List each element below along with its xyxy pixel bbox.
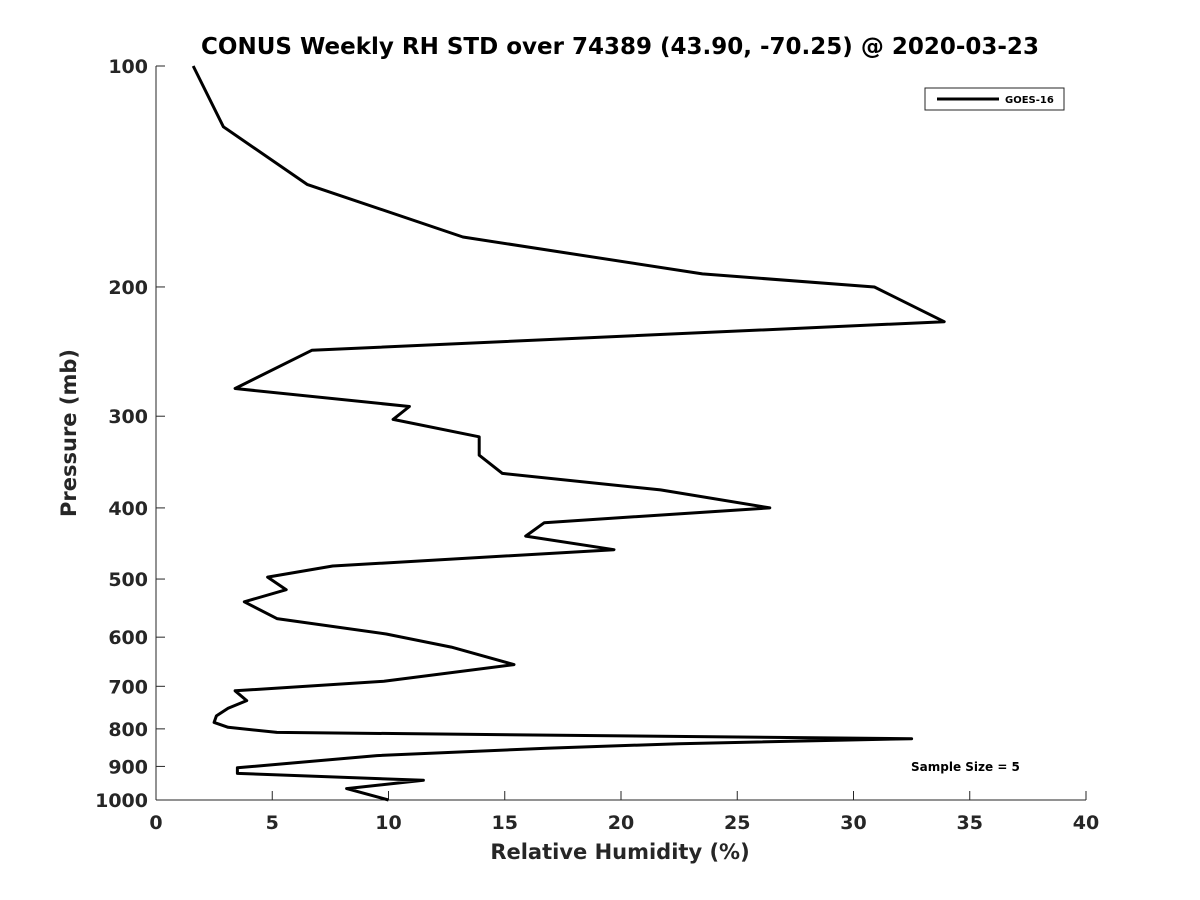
x-axis-label: Relative Humidity (%) bbox=[490, 840, 749, 864]
legend-entry-goes-16: GOES-16 bbox=[1005, 95, 1054, 106]
x-tick-label: 25 bbox=[724, 812, 750, 834]
y-tick-label: 100 bbox=[108, 56, 148, 78]
y-tick-label: 1000 bbox=[95, 790, 148, 812]
y-tick-label: 800 bbox=[108, 719, 148, 741]
y-tick-label: 400 bbox=[108, 498, 148, 520]
y-tick-label: 600 bbox=[108, 627, 148, 649]
x-tick-label: 0 bbox=[149, 812, 162, 834]
sample-size-annotation: Sample Size = 5 bbox=[911, 760, 1020, 774]
x-tick-label: 10 bbox=[375, 812, 401, 834]
y-tick-label: 700 bbox=[108, 676, 148, 698]
series-line-goes-16 bbox=[191, 65, 946, 802]
x-tick-label: 20 bbox=[608, 812, 634, 834]
y-axis-label: Pressure (mb) bbox=[57, 349, 81, 517]
x-tick-label: 35 bbox=[957, 812, 983, 834]
x-tick-label: 40 bbox=[1073, 812, 1099, 834]
legend: GOES-16 bbox=[924, 87, 1065, 111]
chart-title: CONUS Weekly RH STD over 74389 (43.90, -… bbox=[201, 34, 1039, 60]
y-tick-label: 900 bbox=[108, 756, 148, 778]
plot-area: 0 5 10 15 20 25 30 35 40 100 200 300 400 500 600 700 80… bbox=[95, 56, 1099, 834]
y-tick-label: 200 bbox=[108, 277, 148, 299]
x-tick-label: 15 bbox=[492, 812, 518, 834]
y-tick-label: 500 bbox=[108, 569, 148, 591]
x-tick-label: 5 bbox=[266, 812, 279, 834]
x-axis-ticks: 0 5 10 15 20 25 30 35 40 bbox=[149, 791, 1099, 834]
x-tick-label: 30 bbox=[840, 812, 866, 834]
y-axis-ticks: 100 200 300 400 500 600 700 800 900 1000 bbox=[95, 56, 165, 812]
y-tick-label: 300 bbox=[108, 406, 148, 428]
